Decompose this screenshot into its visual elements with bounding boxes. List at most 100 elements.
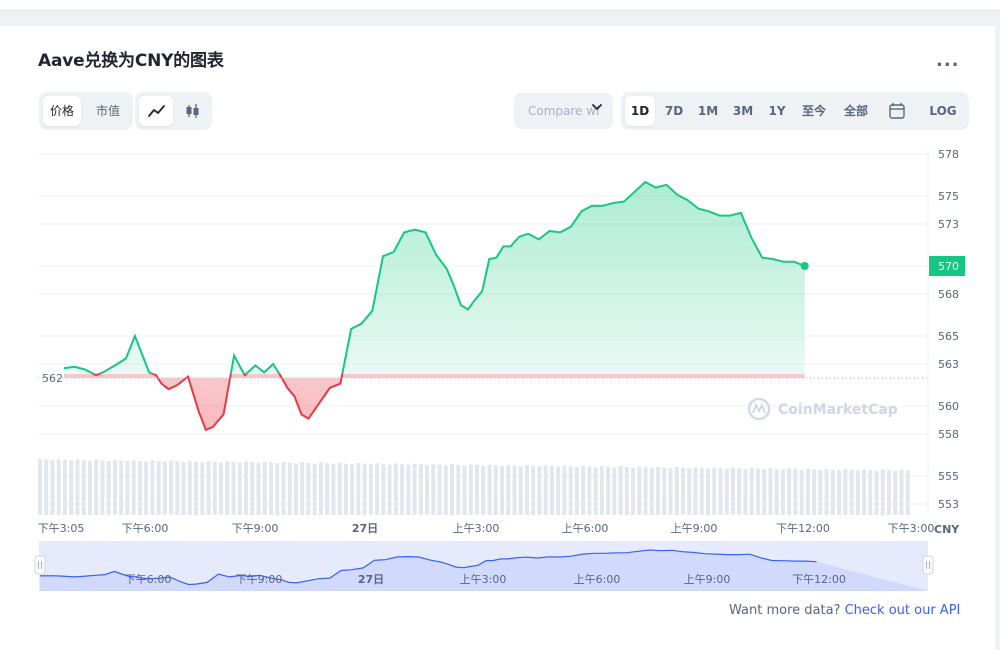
- page-edge: [995, 26, 1000, 650]
- volume-bar: [475, 465, 479, 515]
- tab-price[interactable]: 价格: [43, 96, 81, 126]
- volume-bar: [44, 459, 49, 515]
- line-chart-button[interactable]: [139, 96, 173, 126]
- volume-bar: [100, 460, 105, 515]
- time-range-selector: 1D 7D 1M 3M 1Y 至今 全部 LOG: [621, 92, 969, 130]
- range-7d[interactable]: 7D: [664, 104, 684, 118]
- y-axis: 553 555 558 560 563 565 568 573 575 578 570: [929, 148, 965, 511]
- volume-bar: [169, 460, 174, 515]
- tab-market-cap[interactable]: 市值: [95, 104, 120, 118]
- volume-bar: [518, 466, 523, 515]
- y-tick-label: 578: [938, 148, 959, 161]
- log-scale-button[interactable]: LOG: [929, 104, 957, 118]
- volume-bar: [262, 461, 267, 515]
- volume-bar: [768, 468, 773, 515]
- navigator-tick-label: 27日: [358, 573, 384, 586]
- volume-bar: [674, 467, 679, 515]
- volume-bar: [880, 469, 885, 515]
- volume-bar: [200, 462, 205, 515]
- volume-bar: [131, 460, 136, 515]
- volume-bar: [456, 464, 461, 515]
- range-1m[interactable]: 1M: [697, 104, 719, 118]
- compare-dropdown[interactable]: Compare with: [514, 93, 613, 129]
- volume-bar: [656, 466, 661, 515]
- volume-bar: [400, 464, 405, 515]
- range-1d[interactable]: 1D: [625, 96, 655, 126]
- range-navigator[interactable]: 下午6:00 下午9:00 27日 上午3:00 上午6:00 上午9:00 下午12:00: [34, 541, 934, 591]
- volume-bar: [212, 461, 217, 515]
- calendar-icon: [889, 103, 905, 119]
- currency-label: CNY: [934, 523, 960, 536]
- footer: Want more data? Check out our API: [729, 603, 960, 618]
- volume-bar: [225, 461, 230, 515]
- volume-bar: [350, 464, 355, 515]
- volume-bar: [62, 459, 67, 515]
- volume-bar: [499, 466, 504, 515]
- volume-bar: [749, 467, 754, 515]
- x-tick-label: 上午6:00: [562, 522, 609, 535]
- y-tick-label: 560: [938, 400, 959, 413]
- volume-bar: [219, 462, 224, 515]
- y-tick-label: 575: [938, 190, 959, 203]
- volume-bar: [493, 465, 498, 515]
- volume-bar: [381, 463, 386, 515]
- volume-bar: [718, 468, 723, 515]
- footer-text: Want more data?: [729, 603, 841, 618]
- range-ytd[interactable]: 至今: [801, 104, 826, 118]
- volume-bar: [606, 466, 611, 515]
- volume-bar: [687, 468, 692, 515]
- volume-bar: [187, 460, 192, 515]
- volume-bar: [393, 463, 398, 515]
- chart-kind-toggle: [135, 92, 212, 130]
- volume-bar: [256, 462, 261, 515]
- volume-bar: [899, 469, 904, 515]
- watermark-text: CoinMarketCap: [778, 402, 898, 418]
- current-price-value: 570: [938, 260, 959, 273]
- volume-bar: [743, 469, 748, 515]
- volume-bar: [281, 462, 286, 515]
- volume-bar: [787, 468, 792, 515]
- volume-bar: [774, 468, 779, 515]
- volume-bar: [874, 470, 879, 515]
- volume-bar: [855, 470, 860, 515]
- range-3m[interactable]: 3M: [732, 104, 754, 118]
- volume-bar: [318, 462, 323, 515]
- volume-bar: [312, 463, 317, 515]
- volume-bar: [868, 470, 873, 515]
- volume-bar: [574, 466, 579, 515]
- date-picker-button[interactable]: [880, 96, 914, 126]
- current-price-tag: [929, 256, 965, 276]
- volume-bar: [543, 465, 548, 515]
- volume-bar: [244, 461, 249, 515]
- y-tick-label: 563: [938, 358, 959, 371]
- volume-bar: [862, 469, 867, 515]
- volume-bar: [905, 470, 910, 515]
- volume-bar: [75, 459, 80, 515]
- volume-bar: [300, 462, 305, 515]
- price-series: 562: [38, 180, 928, 432]
- x-tick-label: 下午6:00: [122, 522, 169, 535]
- volume-bar: [637, 466, 642, 515]
- volume-bar: [681, 467, 686, 515]
- volume-bar: [194, 461, 199, 515]
- volume-bar: [337, 462, 342, 515]
- volume-bar: [737, 468, 742, 515]
- navigator-tick-label: 下午12:00: [792, 573, 846, 586]
- volume-bar: [425, 465, 430, 515]
- range-all[interactable]: 全部: [843, 104, 868, 118]
- volume-bar: [849, 469, 854, 515]
- volume-bar: [668, 468, 673, 515]
- volume-bar: [56, 459, 61, 515]
- api-link[interactable]: Check out our API: [844, 603, 961, 618]
- volume-bar: [287, 462, 292, 515]
- volume-bar: [156, 461, 161, 515]
- volume-bar: [468, 464, 473, 515]
- navigator-tick-label: 上午3:00: [460, 573, 507, 586]
- candlestick-button[interactable]: [175, 96, 209, 126]
- volume-bar: [181, 462, 186, 515]
- volume-bar: [793, 469, 798, 515]
- more-options-icon[interactable]: ...: [936, 50, 960, 71]
- volume-bar: [137, 460, 142, 515]
- range-1y[interactable]: 1Y: [768, 104, 786, 118]
